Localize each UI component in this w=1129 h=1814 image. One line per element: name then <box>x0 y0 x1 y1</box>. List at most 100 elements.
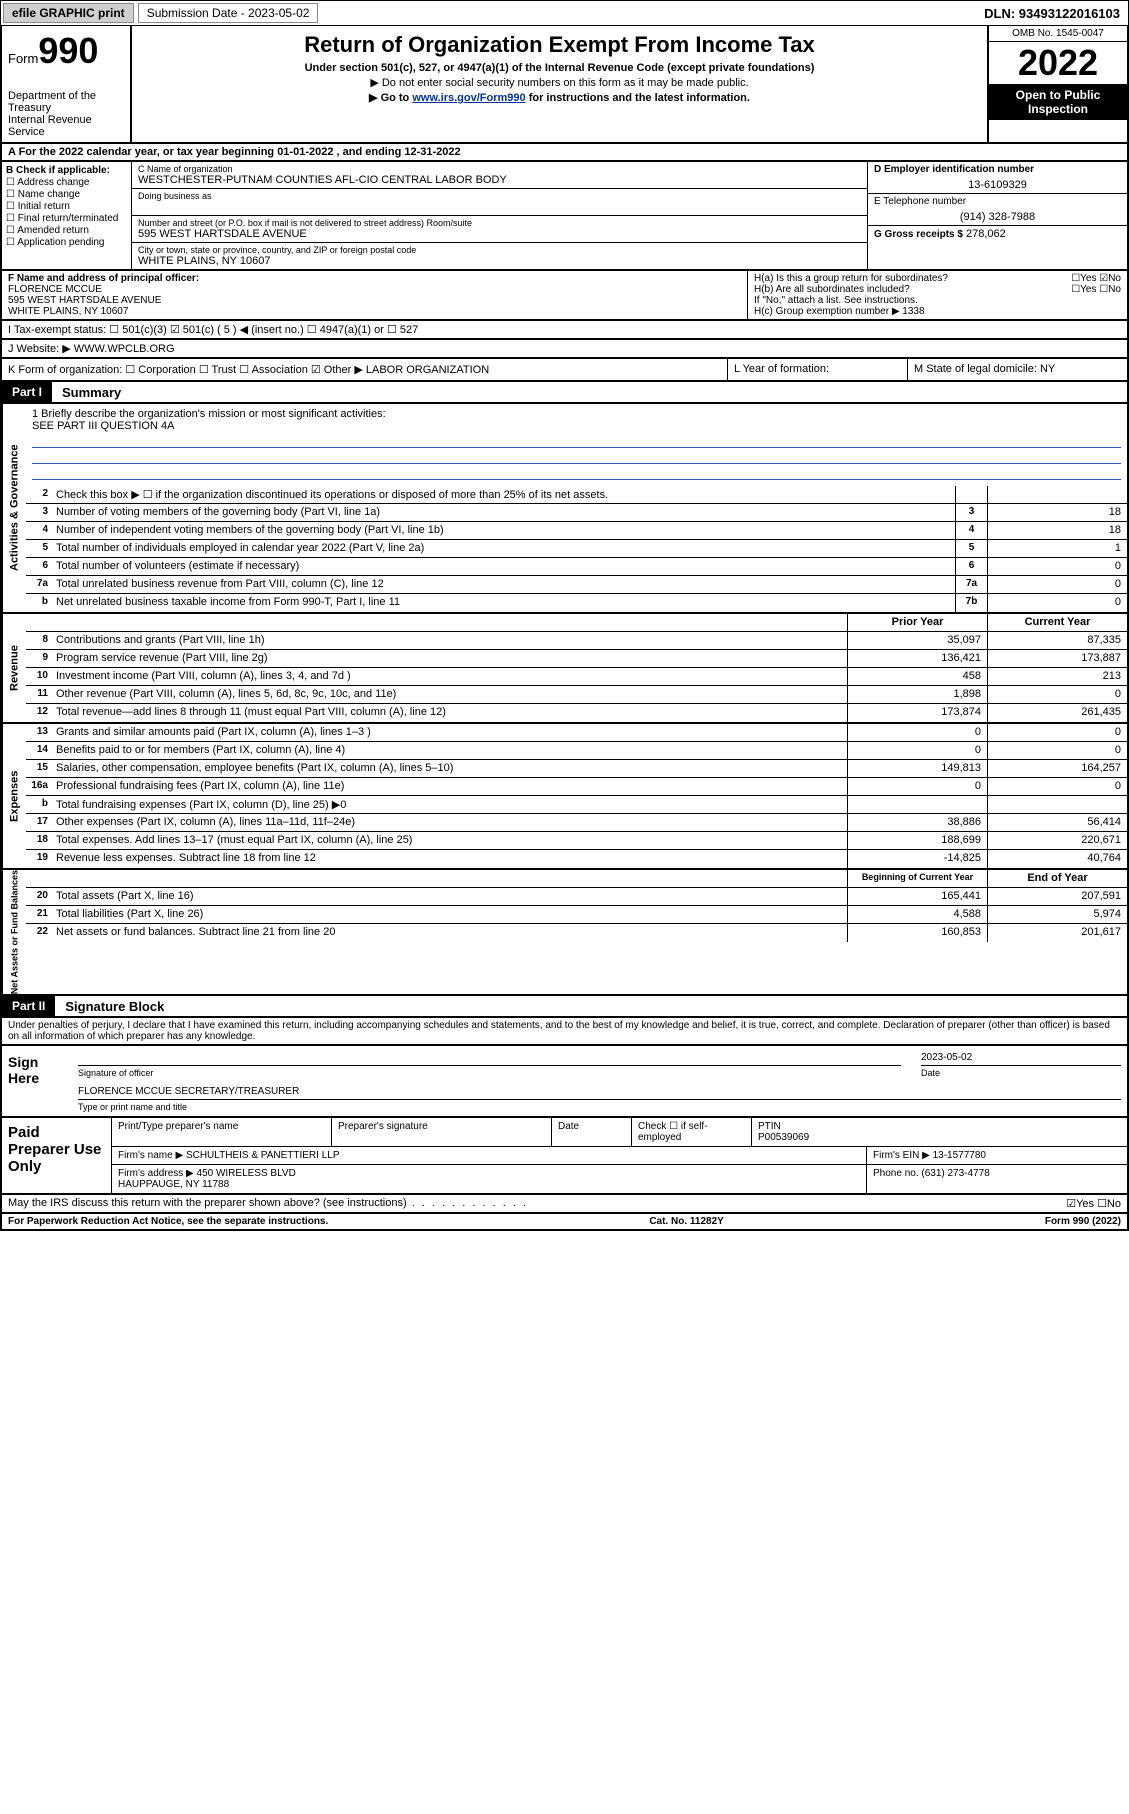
gov-row: 6Total number of volunteers (estimate if… <box>26 558 1127 576</box>
row-l: L Year of formation: <box>727 359 907 380</box>
prior-year-hdr: Prior Year <box>847 614 987 631</box>
dba-label: Doing business as <box>138 191 861 201</box>
expenses-block: Expenses 13Grants and similar amounts pa… <box>0 724 1129 870</box>
preparer-row: Paid Preparer Use Only Print/Type prepar… <box>0 1118 1129 1195</box>
hc-label: H(c) Group exemption number ▶ 1338 <box>754 306 1121 317</box>
table-row: 18Total expenses. Add lines 13–17 (must … <box>26 832 1127 850</box>
ha-label: H(a) Is this a group return for subordin… <box>754 273 948 284</box>
part1-title: Summary <box>52 385 121 400</box>
table-row: 8Contributions and grants (Part VIII, li… <box>26 632 1127 650</box>
sig-date-lbl: Date <box>921 1068 1121 1078</box>
sig-name: FLORENCE MCCUE SECRETARY/TREASURER <box>78 1084 1121 1100</box>
row-klm: K Form of organization: ☐ Corporation ☐ … <box>0 359 1129 382</box>
vside-na: Net Assets or Fund Balances <box>2 870 26 994</box>
mission-ans: SEE PART III QUESTION 4A <box>32 420 1121 432</box>
prep-r1c5: PTIN P00539069 <box>752 1118 1127 1146</box>
rev-header: Prior Year Current Year <box>26 614 1127 632</box>
sub3-pre: ▶ Go to <box>369 92 412 104</box>
hb-label: H(b) Are all subordinates included? <box>754 284 910 295</box>
tel-label: E Telephone number <box>874 196 1121 207</box>
prep-r1c4: Check ☐ if self-employed <box>632 1118 752 1146</box>
table-row: bTotal fundraising expenses (Part IX, co… <box>26 796 1127 814</box>
hb-ans: ☐Yes ☐No <box>1071 284 1121 295</box>
org-name: WESTCHESTER-PUTNAM COUNTIES AFL-CIO CENT… <box>138 174 861 186</box>
sub3-post: for instructions and the latest informat… <box>526 92 750 104</box>
gov-row: 3Number of voting members of the governi… <box>26 504 1127 522</box>
mission-q: 1 Briefly describe the organization's mi… <box>32 408 1121 420</box>
netassets-block: Net Assets or Fund Balances Beginning of… <box>0 870 1129 996</box>
table-row: 10Investment income (Part VIII, column (… <box>26 668 1127 686</box>
block-bcd: B Check if applicable: ☐ Address change … <box>0 162 1129 271</box>
header-sub3: ▶ Go to www.irs.gov/Form990 for instruct… <box>140 91 979 104</box>
header-mid: Return of Organization Exempt From Incom… <box>132 26 987 142</box>
col-d: D Employer identification number 13-6109… <box>867 162 1127 269</box>
gov-row: 2Check this box ▶ ☐ if the organization … <box>26 486 1127 504</box>
table-row: 15Salaries, other compensation, employee… <box>26 760 1127 778</box>
table-row: 20Total assets (Part X, line 16)165,4412… <box>26 888 1127 906</box>
part1-header: Part I Summary <box>0 382 1129 404</box>
footer-mid: Cat. No. 11282Y <box>649 1216 723 1227</box>
header-sub2: ▶ Do not enter social security numbers o… <box>140 76 979 89</box>
table-row: 19Revenue less expenses. Subtract line 1… <box>26 850 1127 868</box>
discuss-q: May the IRS discuss this return with the… <box>8 1197 528 1210</box>
table-row: 14Benefits paid to or for members (Part … <box>26 742 1127 760</box>
f-name: FLORENCE MCCUE <box>8 284 741 295</box>
ha-ans: ☐Yes ☑No <box>1071 273 1121 284</box>
city-value: WHITE PLAINS, NY 10607 <box>138 255 861 267</box>
table-row: 16aProfessional fundraising fees (Part I… <box>26 778 1127 796</box>
header-right: OMB No. 1545-0047 2022 Open to Public In… <box>987 26 1127 142</box>
cb-item: ☐ Name change <box>6 189 127 200</box>
ein-label: D Employer identification number <box>874 164 1121 175</box>
table-row: 11Other revenue (Part VIII, column (A), … <box>26 686 1127 704</box>
prep-r2c2: Firm's EIN ▶ 13-1577780 <box>867 1147 1127 1164</box>
efile-button[interactable]: efile GRAPHIC print <box>3 3 134 23</box>
prep-r3c2: Phone no. (631) 273-4778 <box>867 1165 1127 1193</box>
cb-item: ☐ Amended return <box>6 225 127 236</box>
part2-header: Part II Signature Block <box>0 996 1129 1018</box>
sign-label: Sign Here <box>2 1046 72 1116</box>
revenue-block: Revenue Prior Year Current Year 8Contrib… <box>0 614 1129 724</box>
footer: For Paperwork Reduction Act Notice, see … <box>0 1214 1129 1231</box>
gov-row: bNet unrelated business taxable income f… <box>26 594 1127 612</box>
form-label: Form <box>8 51 38 66</box>
prep-r1c2: Preparer's signature <box>332 1118 552 1146</box>
vside-gov: Activities & Governance <box>2 404 26 612</box>
irs-link[interactable]: www.irs.gov/Form990 <box>412 92 525 104</box>
gov-row: 7aTotal unrelated business revenue from … <box>26 576 1127 594</box>
cb-item: ☐ Application pending <box>6 237 127 248</box>
name-label: C Name of organization <box>138 164 861 174</box>
preparer-label: Paid Preparer Use Only <box>2 1118 112 1193</box>
footer-left: For Paperwork Reduction Act Notice, see … <box>8 1216 328 1227</box>
na-header: Beginning of Current Year End of Year <box>26 870 1127 888</box>
gov-row: 5Total number of individuals employed in… <box>26 540 1127 558</box>
sig-name-lbl: Type or print name and title <box>78 1102 1121 1112</box>
row-j: J Website: ▶ WWW.WPCLB.ORG <box>0 340 1129 359</box>
sign-row: Sign Here Signature of officer 2023-05-0… <box>0 1046 1129 1118</box>
table-row: 21Total liabilities (Part X, line 26)4,5… <box>26 906 1127 924</box>
governance-block: Activities & Governance 1 Briefly descri… <box>0 404 1129 614</box>
form-title: Return of Organization Exempt From Incom… <box>140 32 979 58</box>
header-left: Form990 Department of the Treasury Inter… <box>2 26 132 142</box>
prep-r3c1: Firm's address ▶ 450 WIRELESS BLVD HAUPP… <box>112 1165 867 1193</box>
sig-declaration: Under penalties of perjury, I declare th… <box>0 1018 1129 1046</box>
row-m: M State of legal domicile: NY <box>907 359 1127 380</box>
row-k: K Form of organization: ☐ Corporation ☐ … <box>2 359 727 380</box>
col-c: C Name of organization WESTCHESTER-PUTNA… <box>132 162 867 269</box>
tel-value: (914) 328-7988 <box>874 211 1121 223</box>
table-row: 13Grants and similar amounts paid (Part … <box>26 724 1127 742</box>
prep-r1c3: Date <box>552 1118 632 1146</box>
part2-tag: Part II <box>2 996 55 1016</box>
vside-rev: Revenue <box>2 614 26 722</box>
col-b: B Check if applicable: ☐ Address change … <box>2 162 132 269</box>
f-label: F Name and address of principal officer: <box>8 273 741 284</box>
cb-item: ☐ Address change <box>6 177 127 188</box>
addr-value: 595 WEST HARTSDALE AVENUE <box>138 228 861 240</box>
open-inspection: Open to Public Inspection <box>989 84 1127 120</box>
vside-exp: Expenses <box>2 724 26 868</box>
dln-label: DLN: 93493122016103 <box>984 6 1126 21</box>
col-h: H(a) Is this a group return for subordin… <box>747 271 1127 319</box>
dept-label: Department of the Treasury Internal Reve… <box>8 90 124 138</box>
table-row: 17Other expenses (Part IX, column (A), l… <box>26 814 1127 832</box>
submission-date: Submission Date - 2023-05-02 <box>138 3 319 23</box>
city-label: City or town, state or province, country… <box>138 245 861 255</box>
